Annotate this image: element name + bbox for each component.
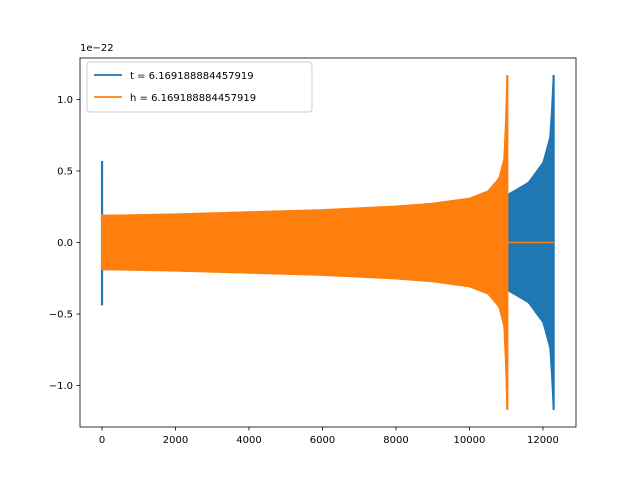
plot-area — [100, 75, 555, 410]
y-tick-label: 0.5 — [57, 166, 73, 177]
y-tick-label: 0.0 — [57, 238, 73, 249]
x-tick-label: 8000 — [383, 435, 408, 446]
x-tick-label: 0 — [99, 435, 105, 446]
x-tick-label: 6000 — [310, 435, 335, 446]
y-tick-label: 1.0 — [57, 95, 73, 106]
x-tick-label: 2000 — [163, 435, 188, 446]
y-axis: −1.0 −0.5 0.0 0.5 1.0 — [49, 95, 80, 392]
x-axis: 0 2000 4000 6000 8000 10000 12000 — [99, 427, 559, 446]
y-tick-label: −0.5 — [49, 310, 73, 321]
legend: t = 6.169188884457919 h = 6.169188884457… — [86, 61, 313, 113]
series-1 — [100, 75, 554, 410]
legend-label-t: t = 6.169188884457919 — [130, 71, 254, 82]
y-tick-label: −1.0 — [49, 381, 73, 392]
x-tick-label: 10000 — [454, 435, 486, 446]
legend-box — [86, 61, 313, 113]
x-tick-label: 12000 — [527, 435, 559, 446]
axes-frame — [79, 57, 577, 428]
series-1-envelope — [101, 75, 508, 410]
y-axis-scale-label: 1e−22 — [80, 43, 114, 54]
legend-label-h: h = 6.169188884457919 — [130, 93, 256, 104]
x-tick-label: 4000 — [236, 435, 261, 446]
